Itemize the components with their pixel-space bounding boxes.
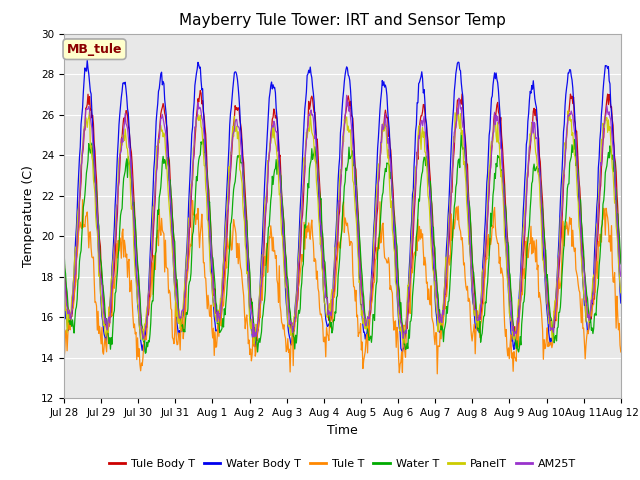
Title: Mayberry Tule Tower: IRT and Sensor Temp: Mayberry Tule Tower: IRT and Sensor Temp [179, 13, 506, 28]
X-axis label: Time: Time [327, 424, 358, 437]
Y-axis label: Temperature (C): Temperature (C) [22, 165, 35, 267]
Legend: Tule Body T, Water Body T, Tule T, Water T, PanelT, AM25T: Tule Body T, Water Body T, Tule T, Water… [104, 454, 580, 473]
Text: MB_tule: MB_tule [67, 43, 122, 56]
